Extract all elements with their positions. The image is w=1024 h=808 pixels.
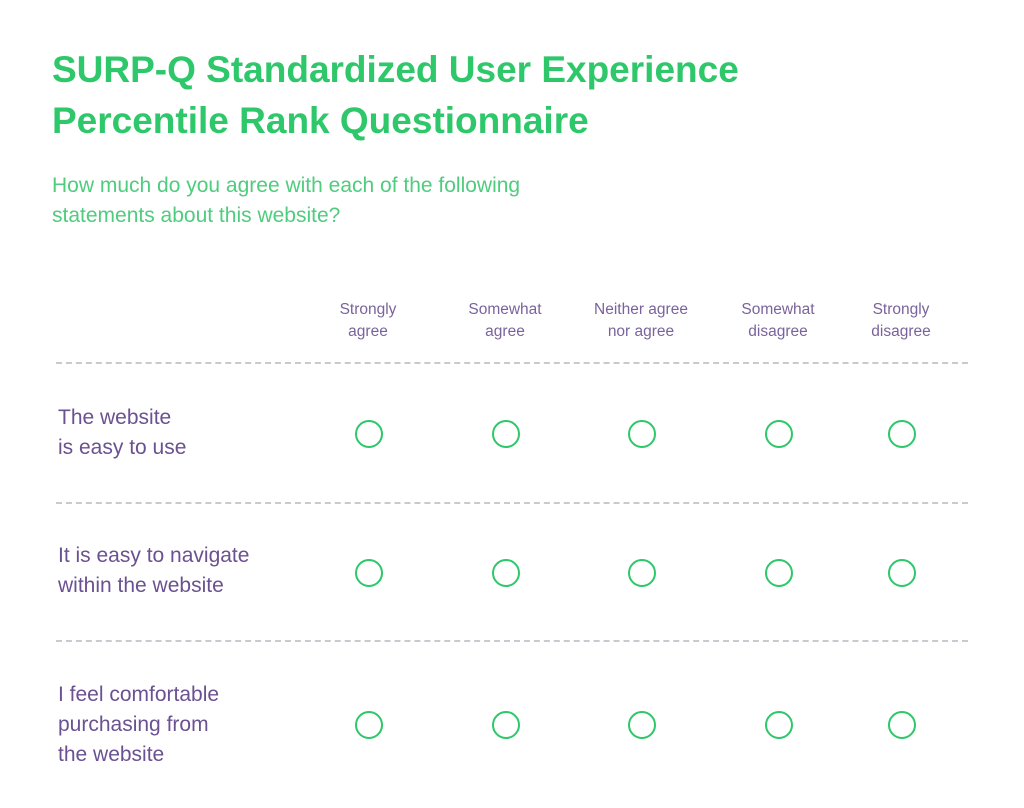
radio-comfortable-purchasing-somewhat-disagree[interactable] [765,711,793,739]
column-header-strongly-disagree: Strongly disagree [841,299,961,343]
statement-line: is easy to use [58,436,187,459]
radio-easy-to-use-somewhat-agree[interactable] [492,420,520,448]
radio-comfortable-purchasing-strongly-disagree[interactable] [888,711,916,739]
survey-title-line: Percentile Rank Questionnaire [52,100,589,141]
column-header-line: agree [348,323,388,340]
radio-easy-to-navigate-somewhat-agree[interactable] [492,559,520,587]
statement-easy-to-use: The website is easy to use [58,403,186,463]
row-divider [56,640,968,642]
column-header-line: Neither agree [594,301,688,318]
row-divider [56,362,968,364]
radio-comfortable-purchasing-somewhat-agree[interactable] [492,711,520,739]
survey-title: SURP-Q Standardized User Experience Perc… [52,44,952,146]
column-header-line: Somewhat [741,301,815,318]
column-header-line: Strongly [339,301,397,318]
statement-easy-to-navigate: It is easy to navigate within the website [58,541,249,601]
radio-easy-to-use-somewhat-disagree[interactable] [765,420,793,448]
radio-easy-to-navigate-neither[interactable] [628,559,656,587]
row-divider [56,502,968,504]
column-header-line: nor agree [607,323,675,340]
radio-comfortable-purchasing-strongly-agree[interactable] [355,711,383,739]
column-header-line: disagree [871,323,931,340]
column-header-somewhat-agree: Somewhat agree [445,299,565,343]
survey-instructions-line: statements about this website? [52,204,341,227]
survey-instructions-line: How much do you agree with each of the f… [52,174,521,197]
statement-line: purchasing from [58,713,209,736]
statement-line: the website [58,743,165,766]
statement-line: It is easy to navigate [58,544,250,567]
survey-instructions: How much do you agree with each of the f… [52,171,520,231]
radio-easy-to-use-strongly-disagree[interactable] [888,420,916,448]
column-header-line: Somewhat [468,301,542,318]
radio-comfortable-purchasing-neither[interactable] [628,711,656,739]
statement-line: within the website [58,574,224,597]
survey-title-line: SURP-Q Standardized User Experience [52,49,739,90]
column-header-strongly-agree: Strongly agree [308,299,428,343]
statement-line: The website [58,406,172,429]
radio-easy-to-navigate-strongly-agree[interactable] [355,559,383,587]
statement-comfortable-purchasing: I feel comfortable purchasing from the web… [58,680,219,770]
radio-easy-to-use-strongly-agree[interactable] [355,420,383,448]
column-header-somewhat-disagree: Somewhat disagree [718,299,838,343]
statement-line: I feel comfortable [58,683,220,706]
column-header-neither: Neither agree nor agree [581,299,701,343]
column-header-line: disagree [748,323,808,340]
column-header-line: Strongly [872,301,930,318]
radio-easy-to-navigate-strongly-disagree[interactable] [888,559,916,587]
radio-easy-to-use-neither[interactable] [628,420,656,448]
column-header-line: agree [485,323,525,340]
radio-easy-to-navigate-somewhat-disagree[interactable] [765,559,793,587]
